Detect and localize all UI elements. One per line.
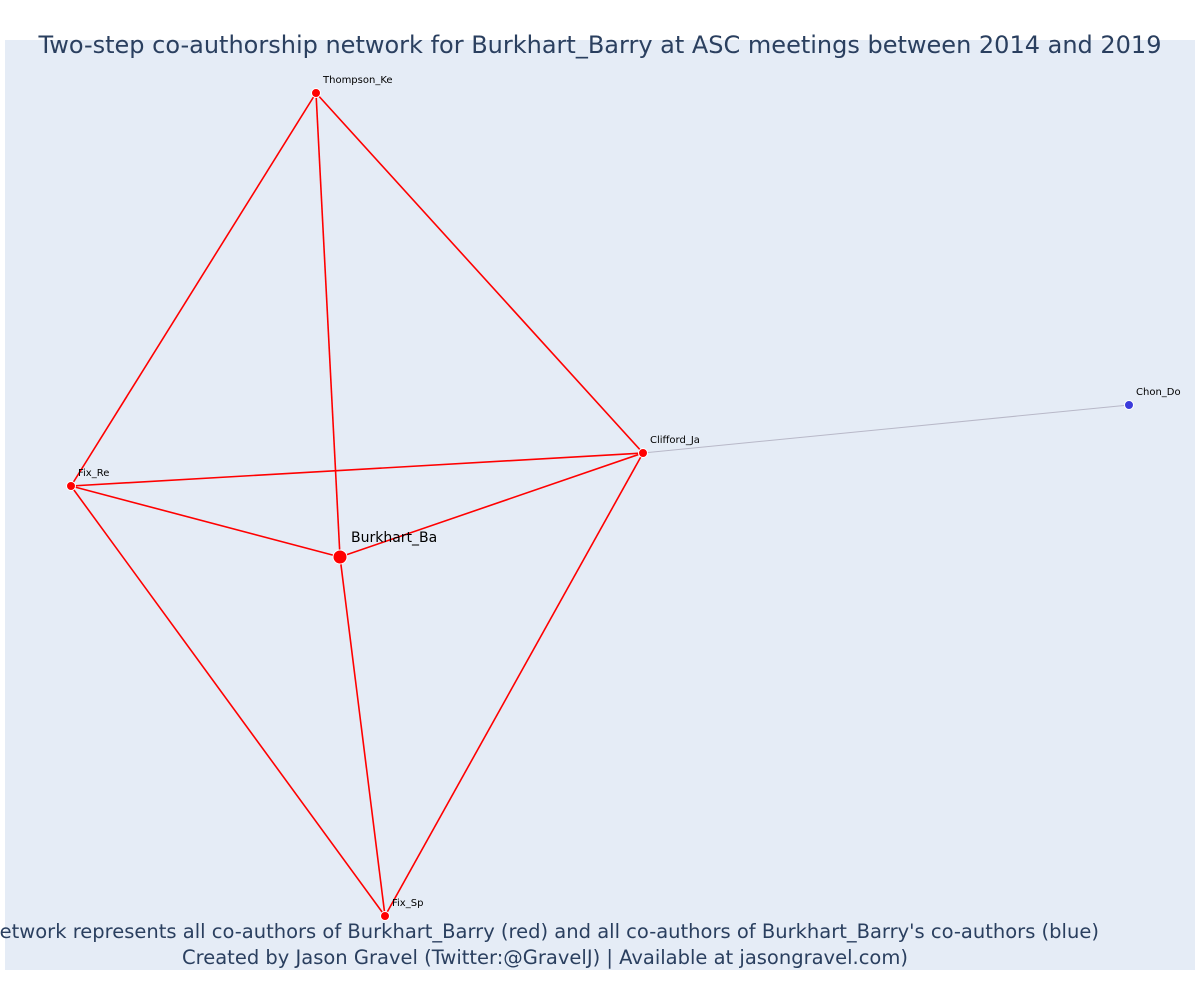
caption-line-2: Created by Jason Gravel (Twitter:@Gravel… <box>182 946 908 969</box>
caption-line-1: Network represents all co-authors of Bur… <box>0 920 1099 943</box>
network-edge <box>315 92 644 454</box>
node-label: Fix_Sp <box>392 898 423 909</box>
network-node[interactable] <box>311 88 321 98</box>
network-edge <box>70 485 386 917</box>
network-edge <box>384 452 644 917</box>
node-label: Chon_Do <box>1136 387 1181 398</box>
network-edge <box>315 92 341 558</box>
network-node[interactable] <box>380 911 390 921</box>
network-node[interactable] <box>332 549 348 565</box>
network-edge <box>339 452 644 558</box>
network-edge <box>642 404 1130 454</box>
node-label: Burkhart_Ba <box>351 530 437 546</box>
network-edge <box>70 92 317 487</box>
chart-title: Two-step co-authorship network for Burkh… <box>38 31 1162 59</box>
plot-background <box>5 40 1195 970</box>
edges-layer <box>70 92 1130 917</box>
network-edge <box>339 556 386 917</box>
network-node[interactable] <box>1124 400 1134 410</box>
network-edge <box>70 485 341 558</box>
network-node[interactable] <box>638 448 648 458</box>
node-label: Fix_Re <box>78 468 109 479</box>
network-edge <box>70 452 644 487</box>
nodes-layer <box>66 88 1134 921</box>
labels-layer: Burkhart_Ba Thompson_Ke Fix_Re Clifford_Ja F… <box>78 75 1181 909</box>
node-label: Thompson_Ke <box>322 75 393 86</box>
network-node[interactable] <box>66 481 76 491</box>
node-label: Clifford_Ja <box>650 435 700 446</box>
